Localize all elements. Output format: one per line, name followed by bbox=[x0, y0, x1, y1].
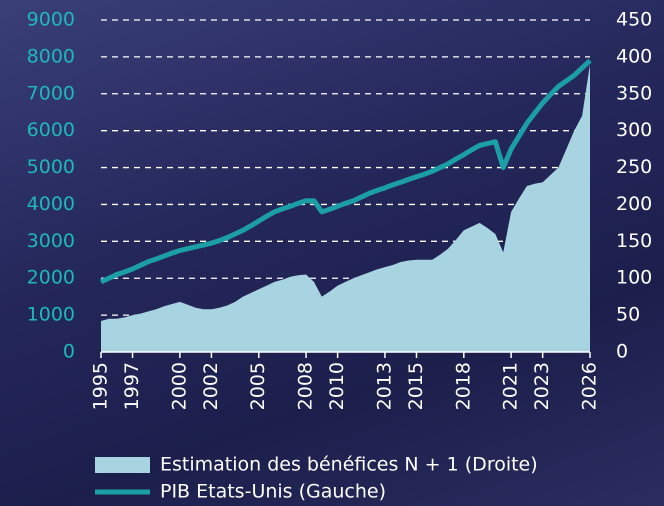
y2-tick-label: 150 bbox=[616, 230, 652, 252]
y-tick-label: 3000 bbox=[27, 230, 75, 252]
y-tick-label: 4000 bbox=[27, 193, 75, 215]
y-tick-label: 2000 bbox=[27, 267, 75, 289]
y2-tick-label: 50 bbox=[616, 304, 640, 326]
x-tick-label: 2005 bbox=[247, 362, 269, 410]
x-tick-label: 1995 bbox=[90, 362, 112, 410]
x-tick-label: 1997 bbox=[121, 362, 143, 410]
line bbox=[99, 58, 592, 285]
y2-tick-label: 300 bbox=[616, 119, 652, 141]
y2-tick-label: 250 bbox=[616, 156, 652, 178]
area bbox=[101, 64, 590, 353]
x-tick-label: 2023 bbox=[531, 362, 553, 410]
y-tick-label: 1000 bbox=[27, 304, 75, 326]
y2-tick-label: 450 bbox=[616, 9, 652, 31]
y2-tick-label: 100 bbox=[616, 267, 652, 289]
y2-tick-label: 200 bbox=[616, 193, 652, 215]
y-tick-label: 5000 bbox=[27, 156, 75, 178]
y2-tick-label: 0 bbox=[616, 341, 628, 363]
y-tick-label: 8000 bbox=[27, 45, 75, 67]
x-tick-label: 2026 bbox=[579, 362, 601, 410]
legend-swatch bbox=[95, 457, 150, 473]
x-tick-label: 2021 bbox=[500, 362, 522, 410]
y-tick-label: 6000 bbox=[27, 119, 75, 141]
y2-tick-label: 350 bbox=[616, 82, 652, 104]
x-tick-label: 2002 bbox=[200, 362, 222, 410]
x-tick-label: 2013 bbox=[373, 362, 395, 410]
y2-tick-label: 400 bbox=[616, 45, 652, 67]
y-tick-label: 7000 bbox=[27, 82, 75, 104]
legend-label: PIB Etats-Unis (Gauche) bbox=[160, 481, 386, 503]
x-tick-label: 2000 bbox=[168, 362, 190, 410]
y-tick-label: 9000 bbox=[27, 9, 75, 31]
x-tick-label: 2008 bbox=[295, 362, 317, 410]
x-tick-label: 2018 bbox=[452, 362, 474, 410]
y-tick-label: 0 bbox=[63, 341, 75, 363]
x-tick-label: 2015 bbox=[405, 362, 427, 410]
legend-label: Estimation des bénéfices N + 1 (Droite) bbox=[160, 454, 538, 476]
x-tick-label: 2010 bbox=[326, 362, 348, 410]
